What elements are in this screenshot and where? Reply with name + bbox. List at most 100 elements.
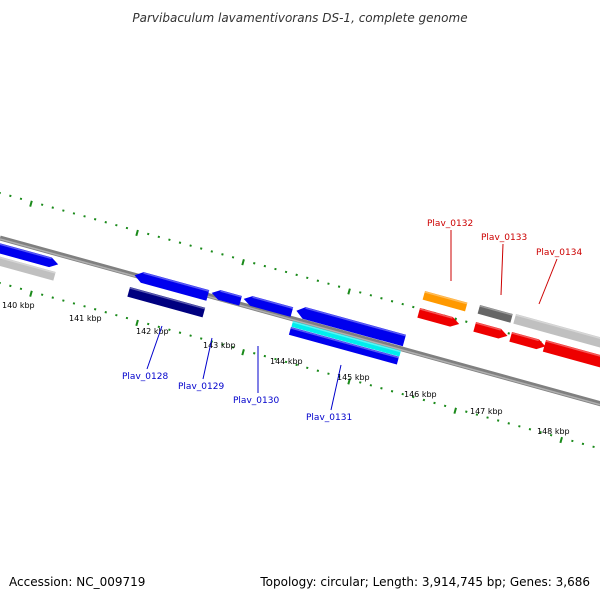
gene-plav0128 bbox=[134, 272, 210, 301]
gene-plav0129-shape bbox=[211, 290, 242, 306]
inner-minor-tick bbox=[221, 343, 224, 346]
outer-minor-tick bbox=[221, 253, 224, 256]
gene-left-blue-gloss bbox=[0, 241, 52, 260]
inner-minor-tick bbox=[486, 416, 489, 419]
outer-minor-tick bbox=[178, 241, 182, 244]
inner-minor-tick bbox=[412, 395, 415, 399]
inner-minor-tick bbox=[274, 357, 277, 361]
outer-minor-tick bbox=[390, 300, 394, 303]
accession-text: Accession: NC_009719 bbox=[9, 575, 145, 589]
outer-minor-tick bbox=[189, 244, 192, 247]
gene-red-2 bbox=[473, 322, 508, 339]
map-title: Parvibaculum lavamentivorans DS-1, compl… bbox=[132, 11, 467, 25]
inner-major-tick bbox=[241, 349, 245, 356]
inner-minor-tick bbox=[9, 284, 12, 288]
gene-plav0132-shape bbox=[422, 291, 468, 312]
gene-plav0133 bbox=[477, 305, 513, 323]
gene-label: Plav_0129 bbox=[178, 382, 224, 392]
inner-minor-tick bbox=[380, 387, 383, 390]
outer-minor-tick bbox=[369, 294, 373, 297]
gene-label: Plav_0131 bbox=[306, 413, 352, 423]
inner-minor-tick bbox=[327, 372, 330, 375]
outer-minor-tick bbox=[306, 276, 309, 280]
inner-minor-tick bbox=[390, 390, 394, 393]
outer-major-tick bbox=[135, 229, 139, 237]
gene-plav0130 bbox=[243, 296, 294, 317]
inner-minor-tick bbox=[496, 419, 500, 422]
gene-blue-lower-shape bbox=[288, 327, 399, 365]
gene-red-3 bbox=[509, 332, 546, 350]
outer-minor-tick bbox=[19, 197, 23, 201]
outer-minor-tick bbox=[62, 209, 65, 212]
outer-minor-tick bbox=[199, 247, 203, 250]
backbone-highlight bbox=[0, 238, 600, 406]
inner-minor-tick bbox=[475, 413, 479, 416]
inner-minor-tick bbox=[401, 392, 404, 396]
outer-minor-tick bbox=[51, 206, 54, 209]
inner-major-tick bbox=[559, 436, 563, 444]
inner-minor-tick bbox=[115, 313, 118, 317]
gene-red-1 bbox=[417, 308, 460, 327]
inner-minor-tick bbox=[19, 287, 23, 291]
outer-minor-tick bbox=[263, 264, 267, 268]
inner-major-tick bbox=[135, 319, 139, 327]
genome-backbone bbox=[0, 235, 600, 407]
outer-major-tick bbox=[241, 259, 245, 266]
gene-left-grey-shape bbox=[0, 255, 56, 281]
gene-left-grey-gloss bbox=[0, 255, 56, 274]
inner-minor-tick bbox=[581, 442, 585, 446]
gene-red-4 bbox=[542, 340, 600, 369]
inner-minor-tick bbox=[62, 299, 65, 302]
gene-red-1-shape bbox=[417, 308, 460, 327]
inner-minor-tick bbox=[93, 308, 97, 311]
outer-minor-tick bbox=[337, 285, 341, 288]
gene-label: Plav_0134 bbox=[536, 248, 582, 258]
gene-plav0130-gloss bbox=[252, 296, 294, 309]
outer-minor-tick bbox=[72, 212, 76, 215]
outer-minor-tick bbox=[9, 194, 12, 198]
inner-minor-tick bbox=[539, 430, 542, 434]
inner-minor-tick bbox=[178, 331, 182, 334]
outer-minor-tick bbox=[83, 215, 86, 218]
gene-label: Plav_0133 bbox=[481, 233, 527, 243]
inner-minor-tick bbox=[422, 398, 426, 402]
gene-grey-right-gloss bbox=[515, 314, 600, 340]
inner-tick-track bbox=[0, 282, 595, 449]
inner-minor-tick bbox=[316, 369, 320, 372]
gene-plav0131 bbox=[296, 307, 406, 347]
tick-label: 143 kbp bbox=[203, 341, 236, 350]
tick-label: 142 kbp bbox=[136, 327, 169, 336]
outer-minor-tick bbox=[507, 332, 510, 335]
inner-minor-tick bbox=[369, 384, 373, 387]
gene-red-3-shape bbox=[509, 332, 546, 350]
gene-label: Plav_0132 bbox=[427, 219, 473, 229]
gene-blue-lower-gloss bbox=[290, 327, 399, 359]
inner-minor-tick bbox=[433, 401, 436, 405]
inner-minor-tick bbox=[465, 410, 468, 413]
gene-cyan bbox=[291, 321, 401, 357]
outer-minor-tick bbox=[40, 203, 44, 206]
gene-plav0130-shape bbox=[243, 296, 294, 317]
gene-plav0133-shape bbox=[477, 305, 513, 323]
inner-minor-tick bbox=[199, 337, 203, 340]
inner-minor-tick bbox=[518, 425, 521, 428]
gene-grey-right bbox=[513, 314, 600, 348]
gene-navy-shape bbox=[127, 287, 206, 318]
outer-minor-tick bbox=[104, 221, 107, 224]
gene-plav0131-shape bbox=[296, 307, 406, 347]
inner-minor-tick bbox=[253, 351, 256, 355]
inner-minor-tick bbox=[125, 316, 129, 320]
gene-navy-gloss bbox=[129, 287, 206, 310]
inner-minor-tick bbox=[83, 305, 86, 308]
gene-left-blue bbox=[0, 241, 59, 268]
inner-minor-tick bbox=[72, 302, 76, 305]
outer-minor-tick bbox=[401, 302, 404, 306]
outer-major-tick bbox=[29, 200, 33, 207]
inner-minor-tick bbox=[263, 354, 267, 358]
tick-label: 147 kbp bbox=[470, 407, 503, 416]
gene-red-2-shape bbox=[473, 322, 508, 339]
gene-plav0129-gloss bbox=[220, 290, 242, 298]
inner-minor-tick bbox=[507, 422, 510, 425]
outer-minor-tick bbox=[465, 320, 468, 323]
